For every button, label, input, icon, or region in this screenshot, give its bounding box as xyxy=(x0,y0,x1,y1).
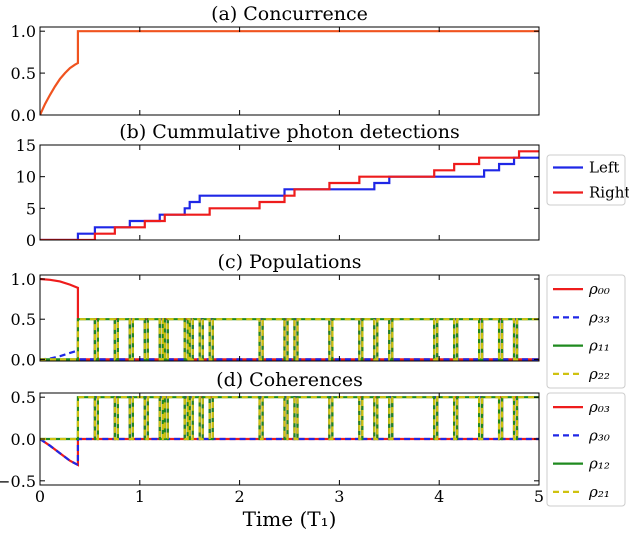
x-tick-label: 4 xyxy=(434,487,444,506)
y-tick-label: 1.0 xyxy=(11,22,36,41)
x-tick-label: 0 xyxy=(35,487,45,506)
legend-label: ρ₁₁ xyxy=(588,337,610,355)
y-tick-label: 15 xyxy=(16,136,36,155)
axes-frame xyxy=(39,26,540,116)
x-tick-label: 3 xyxy=(334,487,344,506)
legend-label: ρ₂₂ xyxy=(588,365,610,383)
plot-area xyxy=(40,150,539,240)
panel-b: (b) Cummulative photon detections 0 5 10 15 L… xyxy=(16,121,629,250)
legend-box xyxy=(546,274,626,389)
panel-title: (c) Populations xyxy=(218,251,362,273)
x-axis-label: Time (T₁) xyxy=(243,507,337,531)
legend-label: ρ₃₃ xyxy=(588,308,610,326)
panel-title: (d) Coherences xyxy=(216,369,363,391)
y-tick-label: −0.5 xyxy=(0,472,36,491)
legend-label: ρ₀₃ xyxy=(588,398,610,416)
series-line-b-1 xyxy=(40,150,539,240)
y-tick-label: 0.5 xyxy=(11,310,36,329)
panel-title: (b) Cummulative photon detections xyxy=(119,121,459,143)
legend-label: ρ₁₂ xyxy=(588,455,610,473)
panel-a: (a) Concurrence 0.0 0.5 1.0 xyxy=(11,3,540,125)
x-tick-label: 2 xyxy=(235,487,245,506)
series-line-c-3 xyxy=(40,318,539,361)
legend-label: Left xyxy=(589,159,619,177)
y-tick-label: 0.0 xyxy=(11,106,36,125)
axes-frame xyxy=(39,144,540,241)
panel-c: (c) Populations 0.0 0.5 1.0 ρ₀₀ ρ₃₃ ρ₁₁ ρ₂₂ xyxy=(11,251,626,389)
y-tick-label: 0.5 xyxy=(11,64,36,83)
y-tick-label: 0.5 xyxy=(11,388,36,407)
series-line-d-3 xyxy=(40,396,539,441)
legend-label: ρ₂₁ xyxy=(588,483,610,501)
legend: ρ₀₀ ρ₃₃ ρ₁₁ ρ₂₂ xyxy=(546,274,626,389)
plot-area xyxy=(40,396,539,467)
legend-label: Right xyxy=(589,184,629,202)
legend-label: ρ₀₀ xyxy=(588,280,610,298)
y-tick-label: 5 xyxy=(26,199,36,218)
panel-title: (a) Concurrence xyxy=(211,3,368,25)
x-tick-label: 5 xyxy=(534,487,544,506)
y-tick-label: 1.0 xyxy=(11,270,36,289)
y-tick-label: 0.0 xyxy=(11,350,36,369)
legend: ρ₀₃ ρ₃₀ ρ₁₂ ρ₂₁ xyxy=(546,392,626,507)
y-tick-label: 0 xyxy=(26,231,36,250)
y-tick-label: 10 xyxy=(16,168,36,187)
panel-d: (d) Coherences−0.50.00.50 1 2 3 4 5ρ₀₃ρ₃₀ρ₁₂ρ… xyxy=(0,369,626,507)
plot-area xyxy=(40,277,539,361)
legend-box xyxy=(546,392,626,507)
x-tick-label: 1 xyxy=(135,487,145,506)
series-line-b-0 xyxy=(40,156,539,240)
plot-area xyxy=(40,30,539,115)
axes-frame xyxy=(39,274,540,362)
series-line-concurrence xyxy=(40,30,539,115)
y-tick-label: 0.0 xyxy=(11,430,36,449)
legend-label: ρ₃₀ xyxy=(588,426,610,444)
legend: Left Right xyxy=(546,154,629,206)
